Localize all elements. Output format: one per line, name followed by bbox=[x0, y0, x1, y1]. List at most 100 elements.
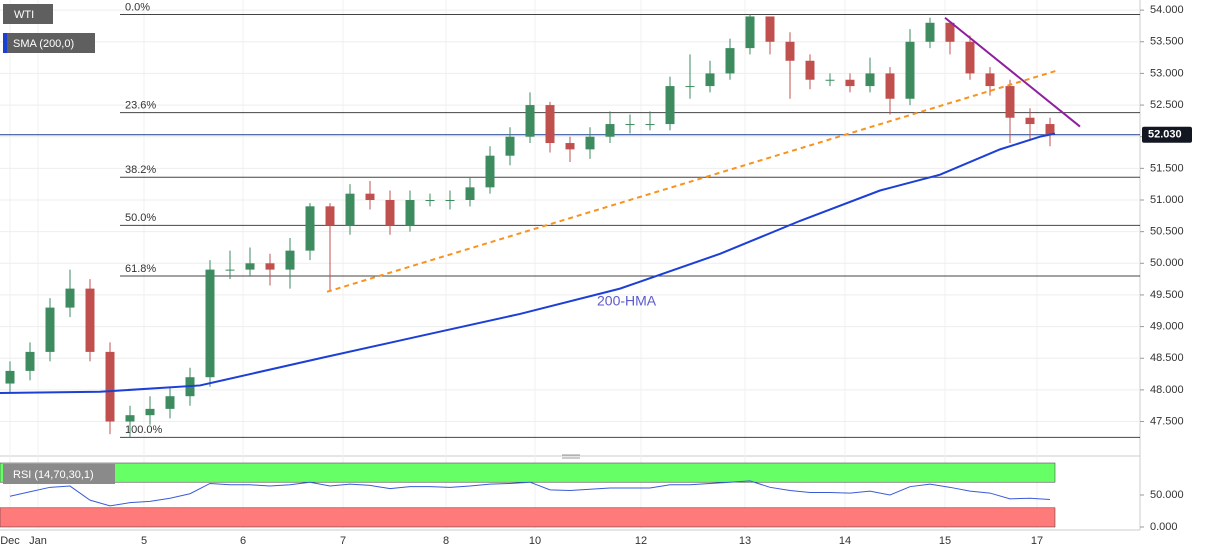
y-tick-label: 52.500 bbox=[1150, 99, 1184, 111]
x-tick-label: Jan bbox=[29, 535, 47, 547]
rsi-band bbox=[0, 462, 1056, 483]
candle-body bbox=[365, 193, 375, 200]
candle-body bbox=[745, 16, 755, 49]
candle-body bbox=[85, 288, 95, 352]
candle-body bbox=[925, 22, 935, 42]
candle-body bbox=[65, 288, 75, 308]
x-tick-label: 15 bbox=[939, 535, 951, 547]
candle-body bbox=[5, 370, 15, 384]
candle-body bbox=[225, 269, 235, 271]
series-label: 200-HMA bbox=[597, 293, 657, 309]
candle-body bbox=[285, 250, 295, 270]
x-tick-label: 5 bbox=[141, 535, 147, 547]
candle-body bbox=[165, 396, 175, 409]
legend-box bbox=[3, 4, 53, 24]
candle-body bbox=[505, 136, 515, 156]
candle-body bbox=[685, 86, 695, 88]
candle-body bbox=[305, 206, 315, 251]
candle-body bbox=[785, 41, 795, 61]
x-tick-label: 10 bbox=[529, 535, 541, 547]
candle-body bbox=[765, 16, 775, 42]
x-tick-label: 17 bbox=[1031, 535, 1043, 547]
candle-body bbox=[385, 200, 395, 226]
y-tick-label: 53.000 bbox=[1150, 67, 1184, 79]
legend-sma[interactable]: SMA (200,0) bbox=[3, 33, 95, 53]
fib-label: 23.6% bbox=[125, 100, 156, 112]
candle-body bbox=[805, 60, 815, 80]
trendline bbox=[944, 16, 1081, 128]
plot-layer: Dec Jan 5 6 7 8 10 12 13 14 15 17 47.500 48.000 48.500… bbox=[0, 0, 1192, 547]
y-tick-label: 53.500 bbox=[1150, 36, 1184, 48]
y-tick-label: 51.000 bbox=[1150, 194, 1184, 206]
candle-body bbox=[865, 73, 875, 87]
candle-body bbox=[145, 408, 155, 416]
x-tick-label: 13 bbox=[739, 535, 751, 547]
candle-body bbox=[905, 41, 915, 99]
x-tick-label: 14 bbox=[839, 535, 851, 547]
y-tick-label: 49.000 bbox=[1150, 320, 1184, 332]
last-price-tag: 52.030 bbox=[1142, 126, 1192, 143]
legend-box bbox=[3, 33, 95, 53]
fib-label: 61.8% bbox=[125, 263, 156, 275]
candle-body bbox=[405, 200, 415, 226]
last-price-label: 52.030 bbox=[1148, 129, 1182, 141]
candle-body bbox=[205, 269, 215, 378]
legend-label: SMA (200,0) bbox=[13, 38, 74, 50]
candle-body bbox=[345, 193, 355, 226]
candle-body bbox=[1045, 124, 1055, 135]
y-tick-label: 48.000 bbox=[1150, 384, 1184, 396]
rsi-y-tick-label: 50.000 bbox=[1150, 489, 1184, 501]
x-tick-label: 12 bbox=[635, 535, 647, 547]
candle-body bbox=[725, 48, 735, 74]
legend-rsi[interactable]: RSI (14,70,30,1) bbox=[3, 464, 115, 484]
fib-label: 100.0% bbox=[125, 424, 163, 436]
y-tick-label: 51.500 bbox=[1150, 162, 1184, 174]
legend-label: RSI (14,70,30,1) bbox=[13, 469, 94, 481]
candle-body bbox=[105, 351, 115, 422]
candle-body bbox=[425, 200, 435, 201]
candle-body bbox=[125, 415, 135, 422]
x-tick-label: 6 bbox=[240, 535, 246, 547]
rsi-y-tick-label: 0.000 bbox=[1150, 521, 1178, 533]
y-tick-label: 49.500 bbox=[1150, 289, 1184, 301]
candle-body bbox=[885, 73, 895, 99]
candle-body bbox=[325, 206, 335, 226]
candle-body bbox=[1025, 117, 1035, 125]
x-tick-label: 8 bbox=[443, 535, 449, 547]
rsi-band bbox=[0, 507, 1056, 528]
y-tick-label: 50.000 bbox=[1150, 257, 1184, 269]
fib-label: 38.2% bbox=[125, 164, 156, 176]
x-tick-label: Dec bbox=[0, 535, 20, 547]
candle-body bbox=[705, 73, 715, 87]
x-tick-label: 7 bbox=[340, 535, 346, 547]
legend-label: WTI bbox=[14, 9, 34, 21]
candle-body bbox=[985, 73, 995, 87]
candle-body bbox=[825, 79, 835, 81]
candle-body bbox=[645, 124, 655, 126]
y-tick-label: 50.500 bbox=[1150, 226, 1184, 238]
y-tick-label: 48.500 bbox=[1150, 352, 1184, 364]
y-tick-label: 54.000 bbox=[1150, 4, 1184, 16]
candle-body bbox=[1005, 86, 1015, 118]
candle-body bbox=[485, 155, 495, 188]
candle-body bbox=[265, 263, 275, 270]
sma-line bbox=[0, 132, 1056, 395]
tag-box bbox=[1142, 126, 1192, 143]
fib-label: 50.0% bbox=[125, 212, 156, 224]
candle-body bbox=[965, 41, 975, 74]
candle-body bbox=[565, 143, 575, 150]
legend-wti[interactable]: WTI bbox=[3, 4, 53, 24]
candle-body bbox=[25, 351, 35, 371]
legend-swatch bbox=[3, 33, 7, 53]
candle-body bbox=[585, 136, 595, 150]
y-tick-label: 47.500 bbox=[1150, 415, 1184, 427]
candle-body bbox=[845, 79, 855, 87]
candle-body bbox=[465, 187, 475, 200]
fib-label: 0.0% bbox=[125, 1, 150, 13]
candle-body bbox=[545, 105, 555, 144]
candle-body bbox=[445, 200, 455, 201]
candle-body bbox=[625, 124, 635, 126]
trendline bbox=[326, 69, 1059, 293]
